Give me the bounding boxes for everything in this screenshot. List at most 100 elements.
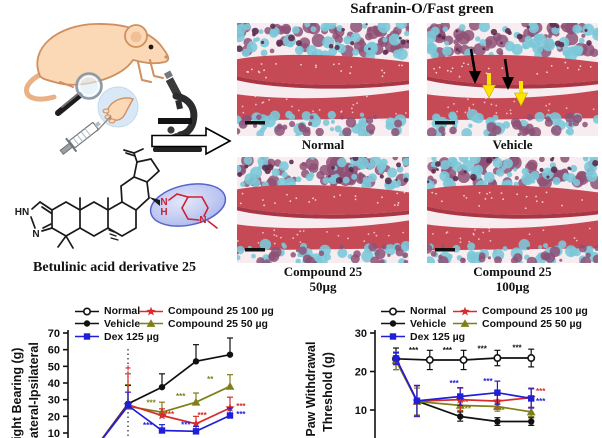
atom-label-n1: N: [32, 229, 39, 240]
scale-bar: [435, 248, 455, 252]
legend-label: Normal: [104, 305, 141, 317]
legend-label: Compound 25 100 µg: [168, 305, 274, 317]
scale-bar: [245, 121, 265, 125]
histology-title: Safranin-O/Fast green: [350, 1, 494, 17]
mouse-eye: [148, 44, 154, 50]
significance-marker: ***: [236, 410, 246, 419]
y-tick-label: 10: [48, 428, 60, 438]
legend-item: Vehicle: [74, 318, 140, 330]
significance-marker: **: [207, 375, 214, 384]
y-axis-label: Weight Bearing (g): [10, 348, 24, 438]
significance-marker: ***: [462, 405, 472, 414]
legend-label: Compound 25 50 µg: [482, 317, 582, 330]
legend-item: Compound 25 100 µg: [452, 305, 588, 317]
y-tick-label: 50: [48, 361, 60, 373]
triterpene-skeleton: [30, 148, 161, 249]
significance-marker: ***: [478, 344, 488, 353]
panel-label-line2: 50µg: [309, 279, 337, 294]
panel-label-compound-50: Compound 25 50µg: [237, 264, 409, 294]
histology-image: [427, 23, 598, 136]
legend-label: Dex 125 µg: [104, 330, 160, 343]
legend-item: Compound 25 100 µg: [138, 305, 274, 317]
histology-image: [237, 157, 409, 263]
arrow-right-icon: [151, 126, 232, 156]
legend-marker-icon: [453, 306, 477, 315]
legend-item: Compound 25 50 µg: [452, 318, 582, 330]
significance-marker: ***: [146, 399, 156, 408]
significance-marker: ***: [536, 387, 546, 396]
significance-marker: ***: [165, 410, 175, 419]
pharmacophore-highlight: [149, 183, 227, 227]
legend-marker-icon: [381, 320, 405, 327]
mouse-icon: [24, 23, 170, 102]
legend-marker-icon: [453, 319, 477, 328]
magnifier-icon: [55, 72, 103, 116]
y-tick-label: 20: [355, 367, 367, 379]
legend-marker-icon: [381, 333, 405, 340]
significance-marker: ***: [181, 421, 191, 430]
legend-marker-icon: [75, 320, 99, 327]
panel-label-line2: 100µg: [495, 279, 530, 294]
significance-marker: +: [125, 364, 131, 375]
significance-marker: ***: [143, 421, 153, 430]
panel-label-normal: Normal: [301, 137, 345, 152]
significance-marker: ***: [443, 346, 453, 355]
piperidine-group: [168, 193, 218, 229]
atom-label-piperidine-n: N: [199, 215, 206, 226]
y-tick-label: 40: [48, 378, 60, 390]
syringe-icon: [59, 115, 112, 156]
panel-label-compound-100: Compound 25 100µg: [427, 264, 598, 294]
y-axis-label: Contralateral-Ipsilateral: [27, 342, 41, 438]
plot-area: 70 60 50 40 30 20 10 Weight Bearing (g) Contrala…: [10, 328, 246, 438]
legend-item: Vehicle: [380, 318, 446, 330]
plot-area: 30 20 10 Ipsilateral Paw Withdrawal Threshol…: [304, 328, 546, 438]
atom-label-amine-h: H: [160, 207, 167, 218]
weight-bearing-chart: 70 60 50 40 30 20 10 Weight Bearing (g) Contrala…: [0, 300, 300, 438]
legend-marker-icon: [139, 306, 163, 315]
chemical-structure: HN N N H N: [15, 148, 227, 249]
histology-image: [237, 23, 409, 136]
atom-label-amine-n: N: [160, 197, 167, 208]
significance-marker: ***: [409, 346, 419, 355]
significance-marker: ***: [459, 398, 469, 407]
scale-bar: [245, 248, 265, 252]
legend-marker-icon: [381, 306, 405, 316]
series-vehicle: [101, 337, 234, 438]
y-tick-label: 10: [355, 405, 367, 417]
legend-item: Dex 125 µg: [74, 331, 159, 343]
paw-zoom-circle: [97, 86, 139, 128]
histology-panel-compound-100: [427, 157, 598, 263]
histology-panel-normal: [237, 23, 409, 136]
panel-label-vehicle: Vehicle: [492, 137, 533, 152]
legend-label: Compound 25 100 µg: [482, 305, 588, 317]
significance-marker: ***: [536, 397, 546, 406]
panel-label-line1: Compound 25: [473, 264, 552, 279]
legend-label: Normal: [410, 305, 447, 317]
significance-marker: ***: [176, 392, 186, 401]
legend-item: Normal: [380, 305, 446, 317]
legend-label: Compound 25 50 µg: [168, 317, 268, 330]
experiment-scene: [24, 23, 232, 156]
legend-label: Vehicle: [104, 317, 141, 330]
y-tick-label: 20: [48, 411, 60, 423]
legend-label: Dex 125 µg: [410, 330, 466, 343]
scale-bar: [435, 121, 455, 125]
lesion-arrows: [469, 48, 528, 107]
histology-image: [427, 157, 598, 263]
series-dex-125-g: [101, 391, 234, 438]
y-tick-label: 60: [48, 345, 60, 357]
legend-marker-icon: [75, 333, 99, 340]
legend-item: Dex 125 µg: [380, 331, 465, 343]
y-axis-label: Ipsilateral Paw Withdrawal: [304, 342, 318, 438]
histology-panel-vehicle: [427, 23, 598, 136]
histology-panel-compound-50: [237, 157, 409, 263]
legend-item: Normal: [74, 305, 140, 317]
panel-label-line1: Compound 25: [283, 264, 363, 279]
significance-marker: ***: [236, 402, 246, 411]
legend-marker-icon: [139, 319, 163, 328]
compound-label: Betulinic acid derivative 25: [33, 260, 196, 275]
significance-marker: ***: [197, 411, 207, 420]
y-tick-label: 30: [355, 328, 367, 340]
atom-label-hn: HN: [15, 207, 29, 218]
